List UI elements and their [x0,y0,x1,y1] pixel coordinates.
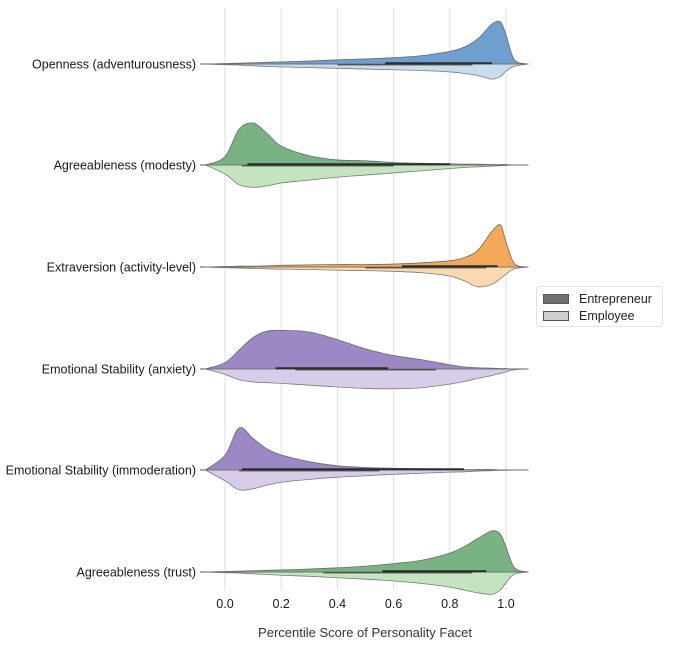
legend-swatch-employee [543,311,569,321]
entrepreneur-half [205,122,529,166]
employee-half [205,266,529,288]
violin-4 [200,329,529,390]
legend-swatch-entrepreneur [543,294,569,304]
x-tick-label: 0.0 [216,597,233,611]
employee-half [205,571,529,595]
entrepreneur-half [205,224,529,268]
legend: Entrepreneur Employee [536,286,663,327]
x-tick-label: 0.2 [273,597,290,611]
category-labels: Openness (adventurousness) Agreeableness … [6,58,196,580]
violin-3 [200,224,529,288]
employee-half [205,469,529,491]
legend-item-employee: Employee [543,309,635,323]
x-tick-labels: 0.0 0.2 0.4 0.6 0.8 1.0 [216,597,514,611]
x-axis-title: Percentile Score of Personality Facet [258,625,472,640]
violin-6 [200,530,529,595]
x-tick-label: 0.6 [385,597,402,611]
category-label: Emotional Stability (immoderation) [6,464,196,478]
employee-half [205,368,529,390]
grid-lines [224,8,507,590]
violin-group [200,20,529,595]
category-label: Openness (adventurousness) [32,58,196,72]
employee-half [205,164,529,188]
employee-half [205,63,529,80]
category-label: Agreeableness (trust) [76,566,196,580]
entrepreneur-half [205,530,529,573]
violin-1 [200,20,529,80]
legend-label-employee: Employee [579,309,635,323]
legend-item-entrepreneur: Entrepreneur [543,292,652,306]
x-tick-label: 0.8 [441,597,458,611]
violin-2 [200,122,529,188]
x-tick-label: 0.4 [329,597,346,611]
x-tick-label: 1.0 [497,597,514,611]
category-label: Agreeableness (modesty) [54,159,196,173]
category-label: Extraversion (activity-level) [47,261,196,275]
entrepreneur-half [204,427,529,471]
legend-label-entrepreneur: Entrepreneur [579,292,652,306]
violin-5 [200,427,529,491]
entrepreneur-half [205,329,529,370]
entrepreneur-half [205,20,529,65]
category-label: Emotional Stability (anxiety) [42,363,196,377]
